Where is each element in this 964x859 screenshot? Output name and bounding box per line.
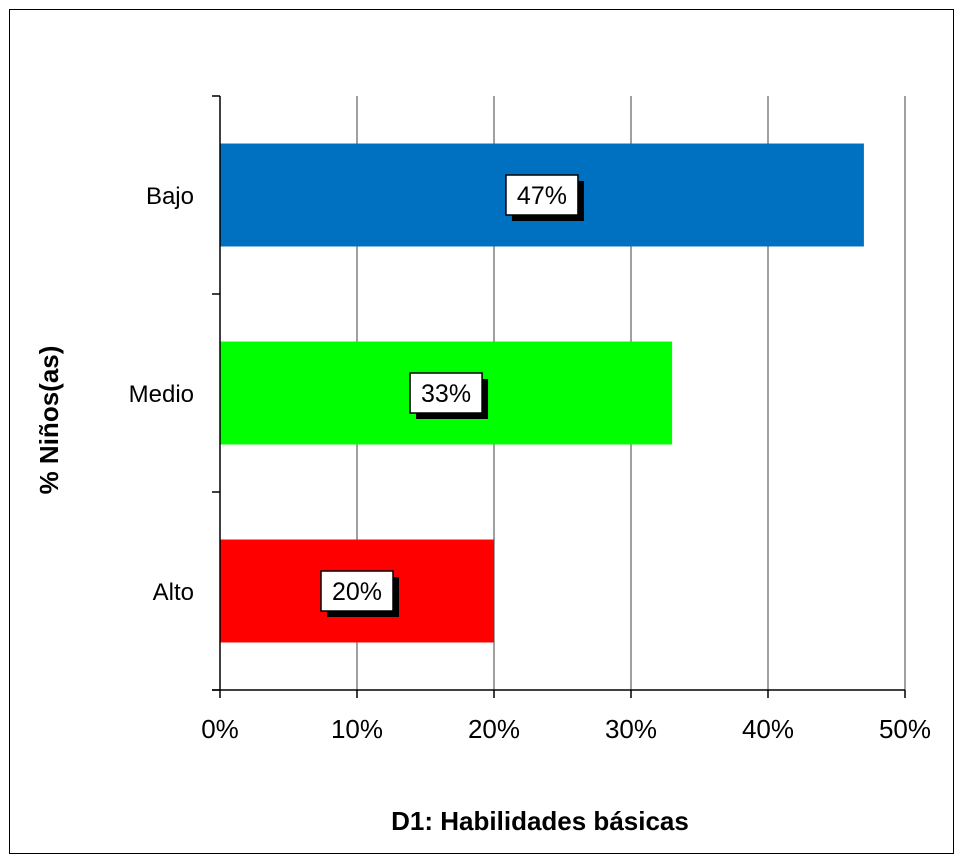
x-tick-label: 50%: [879, 714, 931, 744]
x-tick-label: 40%: [742, 714, 794, 744]
data-label: 47%: [517, 182, 567, 210]
category-label: Bajo: [146, 183, 194, 210]
x-tick-label: 30%: [605, 714, 657, 744]
x-tick-label: 0%: [201, 714, 239, 744]
data-label: 20%: [332, 578, 382, 606]
data-label-box: [505, 174, 579, 216]
data-label-box: [320, 570, 394, 612]
x-tick-label: 10%: [331, 714, 383, 744]
x-tick-label: 20%: [468, 714, 520, 744]
data-label: 33%: [421, 380, 471, 408]
axes: [212, 95, 906, 698]
x-axis-title: D1: Habilidades básicas: [391, 806, 689, 836]
labels: 0% 10% 20% 30% 40% 50% Bajo 47% Medio 33% Alto 20%: [129, 174, 931, 744]
y-axis-title: % Niños(as): [34, 346, 64, 495]
category-label: Medio: [129, 381, 194, 408]
category-label: Alto: [153, 579, 194, 606]
data-label-box: [409, 372, 483, 414]
